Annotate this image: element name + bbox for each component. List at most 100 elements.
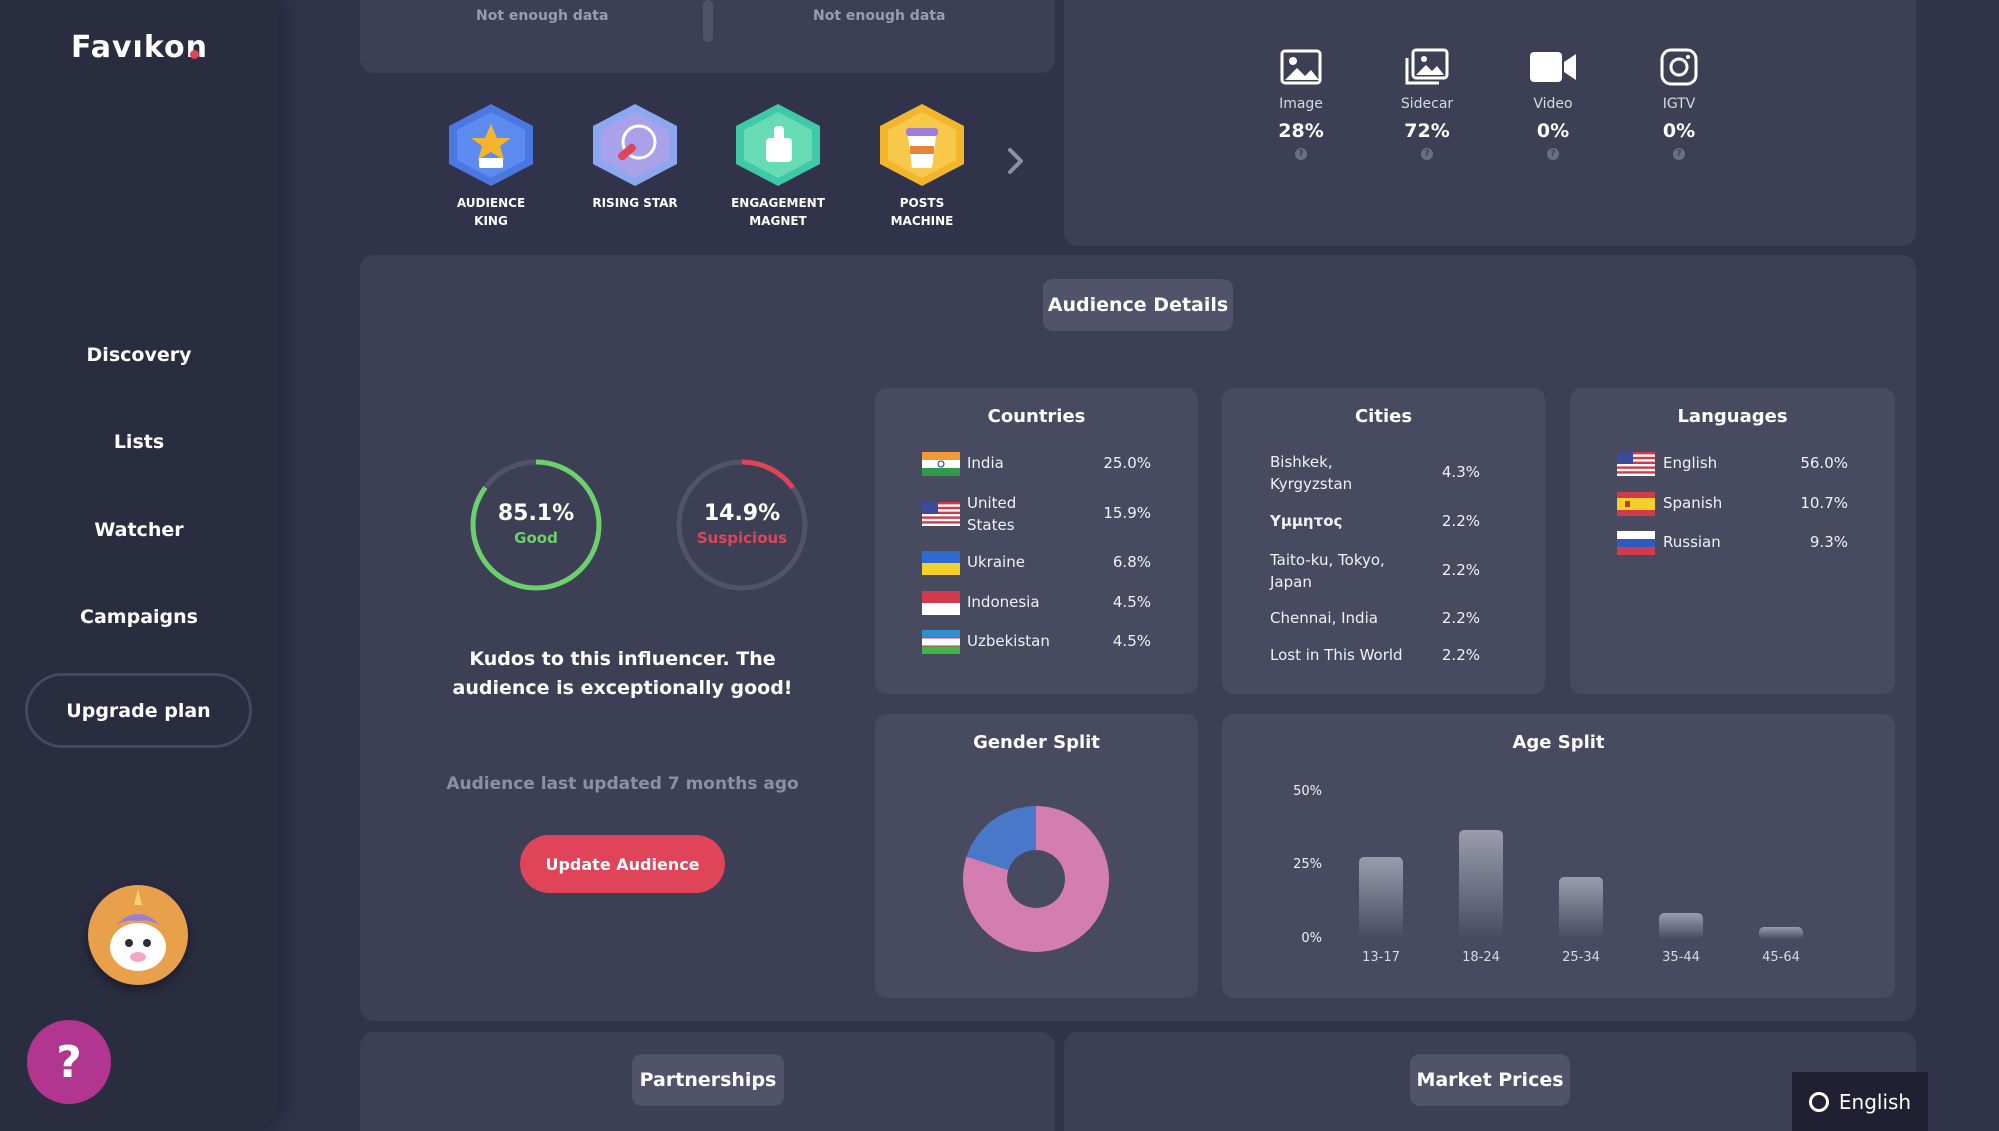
audience-last-updated: Audience last updated 7 months ago xyxy=(446,774,799,794)
gender-split-card: Gender Split xyxy=(875,714,1198,998)
video-icon xyxy=(1530,52,1576,82)
city-name-line2: Japan xyxy=(1270,573,1312,591)
badge-rising-star[interactable]: RISING STAR xyxy=(587,102,683,212)
content-type-sidecar: Sidecar 72% ? xyxy=(1382,48,1472,160)
logo-dot xyxy=(190,50,199,59)
languages-title: Languages xyxy=(1677,406,1788,427)
content-types-panel: Image 28% ? Sidecar 72% ? Video 0% ? IGT… xyxy=(1064,0,1916,246)
crown-star-icon xyxy=(449,104,533,186)
usa-flag-icon xyxy=(1617,452,1655,476)
country-value: 4.5% xyxy=(1112,593,1151,611)
gender-split-title: Gender Split xyxy=(973,732,1100,753)
age-bars: 13-17 18-24 25-34 35-44 45-64 xyxy=(1222,714,1895,998)
country-name-line1: United xyxy=(967,494,1017,512)
country-value: 25.0% xyxy=(1103,454,1151,472)
suspicious-value: 14.9% xyxy=(703,501,781,526)
badge-label: RISING STAR xyxy=(592,196,678,210)
content-type-label: Image xyxy=(1279,96,1323,112)
city-value: 2.2% xyxy=(1441,512,1480,530)
badge-label: POSTS MACHINE xyxy=(890,196,954,228)
info-icon[interactable]: ? xyxy=(1421,148,1433,160)
upgrade-plan-button[interactable]: Upgrade plan xyxy=(25,673,252,748)
audience-details-title: Audience Details xyxy=(1043,279,1233,331)
city-name: Chennai, India xyxy=(1270,609,1378,627)
language-value: 56.0% xyxy=(1800,454,1848,472)
globe-icon xyxy=(1808,1091,1829,1112)
city-value: 2.2% xyxy=(1441,561,1480,579)
country-name: United States xyxy=(967,492,1016,536)
unicorn-avatar-icon xyxy=(110,889,166,971)
suspicious-ring-arc xyxy=(676,459,808,591)
good-ring-chart xyxy=(470,459,602,591)
badge-engagement-magnet[interactable]: ENGAGEMENT MAGNET xyxy=(730,102,826,230)
age-tick-label: 50% xyxy=(1293,784,1322,799)
language-value: 9.3% xyxy=(1809,533,1848,551)
content-type-label: Sidecar xyxy=(1400,96,1454,112)
city-name: Taito-ku, Tokyo, Japan xyxy=(1270,549,1385,593)
info-icon[interactable]: ? xyxy=(1547,148,1559,160)
sidebar-item-campaigns[interactable]: Campaigns xyxy=(80,606,198,628)
partnerships-title: Partnerships xyxy=(632,1054,784,1106)
not-enough-data-right: Not enough data xyxy=(813,8,946,24)
thumbs-up-icon xyxy=(736,104,820,186)
logo[interactable]: Favıkon xyxy=(71,30,208,65)
countries-card: Countries India 25.0% United States 15.9… xyxy=(875,388,1198,694)
city-name: Υμμητος xyxy=(1270,512,1343,530)
russia-flag-icon xyxy=(1617,531,1655,555)
city-name-line2: Kyrgyzstan xyxy=(1270,475,1353,493)
badge-label-line1: ENGAGEMENT xyxy=(731,196,825,210)
age-category-label: 25-34 xyxy=(1562,950,1600,965)
age-bar xyxy=(1659,912,1703,939)
market-prices-title: Market Prices xyxy=(1410,1054,1570,1106)
gender-donut-chart xyxy=(963,806,1109,952)
badge-label: AUDIENCE KING xyxy=(456,196,526,228)
suspicious-ring: 14.9% Suspicious xyxy=(674,457,810,593)
not-enough-data-left: Not enough data xyxy=(476,8,609,24)
india-flag-icon xyxy=(922,452,960,476)
good-value: 85.1% xyxy=(497,501,575,526)
languages-card: Languages English 56.0% Spanish 10.7% Ru… xyxy=(1570,388,1895,694)
city-name: Bishkek, Kyrgyzstan xyxy=(1270,451,1352,495)
growth-panel: Not enough data Not enough data xyxy=(360,0,1055,73)
badge-label-line2: MAGNET xyxy=(749,214,807,228)
language-name: Russian xyxy=(1663,533,1721,551)
city-value: 4.3% xyxy=(1441,463,1480,481)
avatar[interactable] xyxy=(88,885,188,985)
age-tick-label: 0% xyxy=(1301,931,1322,946)
badge-label: ENGAGEMENT MAGNET xyxy=(730,194,826,230)
country-value: 4.5% xyxy=(1112,632,1151,650)
content-type-percent: 28% xyxy=(1278,120,1324,142)
age-bar xyxy=(1459,830,1503,939)
sidebar-item-watcher[interactable]: Watcher xyxy=(94,519,184,541)
country-name: Uzbekistan xyxy=(967,632,1050,650)
content-type-video: Video 0% ? xyxy=(1508,48,1598,160)
update-audience-button[interactable]: Update Audience xyxy=(520,835,725,893)
ukraine-flag-icon xyxy=(922,551,960,575)
age-category-label: 35-44 xyxy=(1662,950,1700,965)
good-ring-arc xyxy=(470,459,602,591)
sidecar-icon xyxy=(1405,48,1449,85)
content-type-percent: 0% xyxy=(1536,120,1570,142)
city-value: 2.2% xyxy=(1441,609,1480,627)
content-type-label: Video xyxy=(1533,96,1573,112)
age-tick-label: 25% xyxy=(1293,857,1322,872)
coffee-cup-icon xyxy=(880,104,964,186)
instagram-icon xyxy=(1660,48,1698,86)
sidebar-item-discovery[interactable]: Discovery xyxy=(86,344,192,366)
sidebar-item-lists[interactable]: Lists xyxy=(113,431,165,453)
country-value: 15.9% xyxy=(1103,504,1151,522)
badge-posts-machine[interactable]: POSTS MACHINE xyxy=(874,102,970,230)
badge-audience-king[interactable]: AUDIENCE KING xyxy=(443,102,539,230)
usa-flag-icon xyxy=(922,502,960,526)
help-button[interactable]: ? xyxy=(27,1020,111,1104)
language-toggle[interactable]: English xyxy=(1792,1072,1928,1131)
chevron-right-icon[interactable] xyxy=(1005,146,1027,176)
age-split-card: Age Split 50% 25% 0% 13-17 18-24 25-34 35-4… xyxy=(1222,714,1895,998)
info-icon[interactable]: ? xyxy=(1673,148,1685,160)
age-category-label: 13-17 xyxy=(1362,950,1400,965)
language-name: English xyxy=(1663,454,1718,472)
age-bar xyxy=(1559,877,1603,939)
age-split-title: Age Split xyxy=(1512,732,1605,753)
info-icon[interactable]: ? xyxy=(1295,148,1307,160)
suspicious-label: Suspicious xyxy=(696,529,788,547)
